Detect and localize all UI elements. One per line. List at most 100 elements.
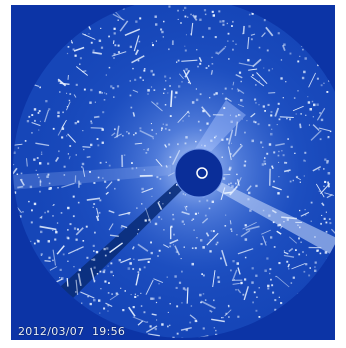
star-dot [150,69,153,73]
star-dot [237,315,240,318]
star-dot [78,268,81,272]
streak-line [280,225,283,229]
star-dot [236,262,239,265]
star-dot [219,20,222,23]
star-dot [217,276,220,279]
star-dot [139,127,142,130]
star-dot [126,131,128,133]
star-dot [102,177,104,179]
star-dot [211,10,214,13]
star-dot [232,20,234,23]
streak-line [108,210,115,214]
streak-line [13,82,17,94]
star-dot [309,267,311,269]
star-dot [104,254,107,257]
star-dot [230,182,232,185]
streak-line [134,49,139,56]
star-dot [305,214,307,216]
star-dot [260,15,262,17]
star-dot [52,205,54,206]
streak-line [170,90,173,108]
star-dot [229,166,232,170]
star-dot [238,71,242,74]
streak-line [318,127,331,132]
star-dot [191,247,194,249]
streak-line [303,20,312,32]
star-dot [215,333,218,336]
star-dot [145,152,148,154]
streak-line [296,176,302,181]
star-dot [23,308,26,311]
streak-line [73,46,85,52]
star-dot [324,180,327,183]
star-dot [176,61,178,63]
star-dot [262,146,264,148]
streak-line [15,109,20,119]
star-dot [201,144,203,146]
star-dot [321,50,323,52]
star-dot [164,75,167,78]
streak-line [177,110,190,124]
streak-line [49,266,58,271]
star-dot [280,302,283,305]
star-dot [132,268,135,270]
streak-line [59,82,70,85]
star-dot [253,291,256,294]
star-dot [226,22,228,25]
star-dot [74,54,77,57]
streak-line [183,69,192,85]
star-dot [202,293,205,295]
star-dot [222,93,224,95]
star-dot [235,182,237,185]
star-dot [255,84,257,86]
streak-line [309,6,319,12]
star-dot [99,161,102,164]
star-dot [184,45,186,47]
star-dot [49,284,51,286]
star-dot [303,44,305,46]
star-dot [258,316,261,318]
star-dot [82,240,85,242]
star-dot [181,270,183,273]
star-dot [270,278,272,281]
star-dot [63,165,66,168]
star-dot [194,247,197,250]
streak-line [137,257,152,262]
star-dot [37,240,40,243]
streak-line [114,133,122,139]
star-dot [307,101,311,104]
star-dot [190,13,192,16]
star-dot [213,93,216,96]
star-dot [40,253,43,256]
star-dot [199,129,202,132]
star-dot [185,68,188,71]
star-dot [117,44,120,47]
star-dot [70,30,72,32]
star-dot [30,257,32,259]
star-dot [104,92,106,94]
star-dot [43,60,47,63]
star-dot [228,58,230,60]
star-dot [278,262,281,265]
star-dot [292,304,294,306]
star-dot [90,41,93,44]
star-dot [209,239,211,241]
star-dot [67,206,70,210]
star-dot [162,123,164,125]
star-dot [288,303,290,306]
star-dot [210,230,212,232]
star-dot [215,51,218,54]
star-dot [120,287,122,289]
streak-line [299,123,302,129]
streak-line [61,182,75,188]
streak-line [66,277,69,287]
streak-line [238,62,254,67]
star-dot [278,161,280,163]
star-dot [231,142,232,144]
streak-line [137,243,149,252]
star-dot [46,35,48,38]
streak-line [252,58,262,68]
star-dot [81,302,83,304]
star-dot [156,339,158,340]
star-dot [169,245,172,248]
